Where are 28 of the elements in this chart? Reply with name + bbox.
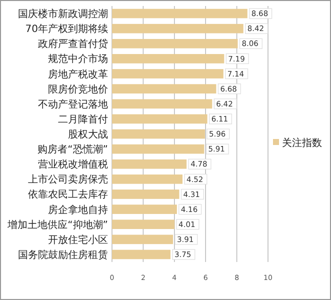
y-tick-label: 上市公司卖房保壳 [28, 174, 108, 186]
y-tick-label: 开放住宅小区 [48, 234, 108, 246]
bar [112, 234, 173, 244]
bar [112, 24, 244, 34]
bar [112, 69, 224, 78]
y-tick-label: 房地产税改革 [48, 68, 108, 80]
y-tick-label: 70年产权到期将续 [25, 23, 108, 36]
y-tick-label: 国务院鼓励住房租赁 [18, 248, 108, 261]
y-tick-label: 营业税改增值税 [38, 158, 108, 171]
y-tick-label: 增加土地供应“抑地潮” [6, 218, 108, 231]
y-tick-label: 依靠农民工去库存 [28, 188, 108, 201]
y-tick-label: 规范中介市场 [48, 53, 108, 66]
y-tick-label: 政府严查首付贷 [38, 38, 108, 50]
y-tick-label: 国庆楼市新政调控潮 [18, 8, 108, 20]
bar [112, 250, 170, 260]
y-tick-label: 不动产登记落地 [38, 98, 108, 110]
bar [112, 114, 208, 124]
y-tick-label: 二月降首付 [58, 113, 108, 126]
bar [112, 129, 205, 139]
bar [112, 8, 248, 18]
y-tick-label: 股权大战 [68, 128, 108, 140]
legend-label: 关注指数 [282, 137, 322, 149]
bar [112, 204, 177, 214]
y-tick-label: 购房者“恐慌潮” [38, 144, 108, 156]
y-tick-label: 房企拿地自持 [48, 204, 108, 216]
y-tick-label: 限房价竞地价 [48, 83, 108, 96]
bar [112, 38, 238, 48]
bar [112, 190, 180, 199]
